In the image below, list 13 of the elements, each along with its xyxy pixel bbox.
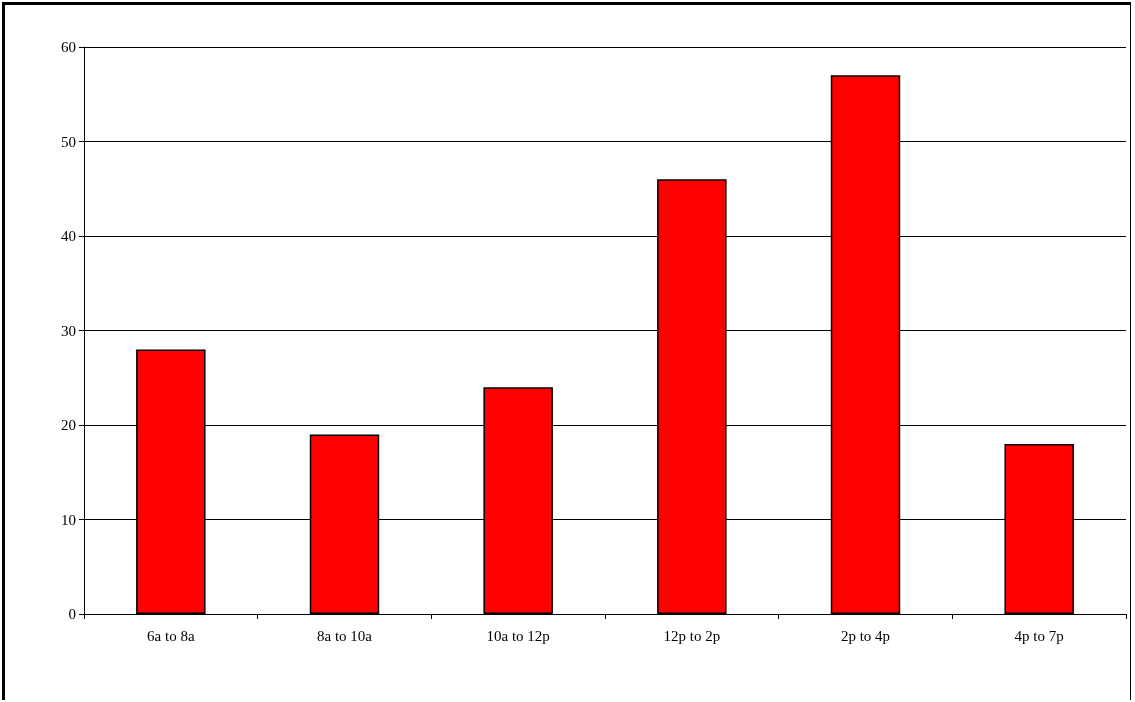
x-tick-label: 2p to 4p bbox=[840, 627, 891, 644]
y-tick-label: 40 bbox=[61, 228, 76, 244]
x-tick-label: 12p to 2p bbox=[663, 627, 721, 644]
x-tick-label: 4p to 7p bbox=[1014, 627, 1064, 644]
y-tick-label: 50 bbox=[61, 133, 76, 150]
y-tick-label: 30 bbox=[61, 322, 76, 339]
y-tick-label: 0 bbox=[68, 606, 76, 622]
y-tick-label: 60 bbox=[61, 39, 76, 55]
y-tick-label: 20 bbox=[61, 417, 76, 433]
x-tick-label: 8a to 10a bbox=[317, 627, 373, 644]
x-tick-label: 10a to 12p bbox=[486, 627, 550, 644]
y-tick-label: 10 bbox=[61, 511, 76, 528]
x-tick-label: 6a to 8a bbox=[147, 627, 195, 644]
